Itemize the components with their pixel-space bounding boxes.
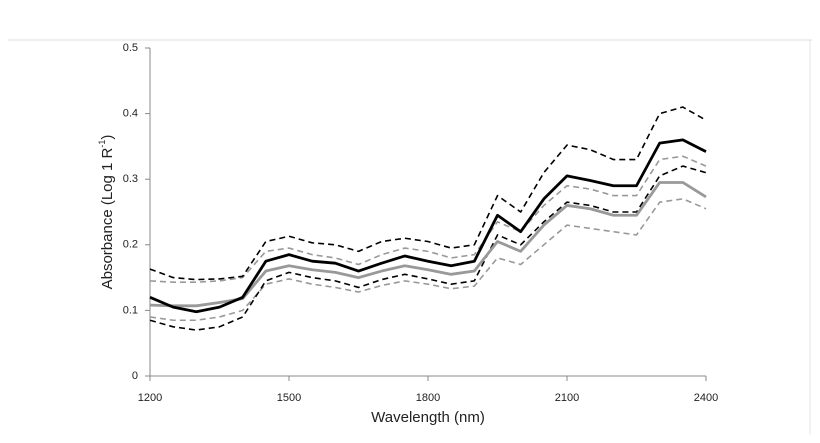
- y-tick-label: 0.1: [123, 304, 138, 316]
- y-tick-label: 0.3: [123, 173, 138, 185]
- y-axis-title-main: Absorbance (Log 1 R: [99, 147, 116, 289]
- y-tick-label: 0: [132, 370, 138, 382]
- series-line: [149, 165, 707, 331]
- series-line: [149, 198, 707, 322]
- series-line: [149, 155, 707, 283]
- y-tick-label: 0.5: [123, 42, 138, 54]
- x-axis-title: Wavelength (nm): [371, 409, 485, 426]
- y-tick-label: 0.4: [123, 108, 138, 120]
- series-line: [149, 181, 707, 308]
- series-line: [149, 138, 707, 314]
- series-line: [149, 106, 707, 281]
- y-axis-title-end: ): [99, 135, 116, 140]
- y-axis-title-sup: -1: [97, 140, 107, 148]
- y-tick-label: 0.2: [123, 239, 138, 251]
- x-tick-label: 2400: [694, 392, 718, 404]
- x-tick-label: 1800: [416, 392, 440, 404]
- x-tick-label: 2100: [555, 392, 579, 404]
- x-tick-label: 1200: [138, 392, 162, 404]
- y-axis-title: Absorbance (Log 1 R-1): [97, 135, 116, 290]
- x-tick-label: 1500: [277, 392, 301, 404]
